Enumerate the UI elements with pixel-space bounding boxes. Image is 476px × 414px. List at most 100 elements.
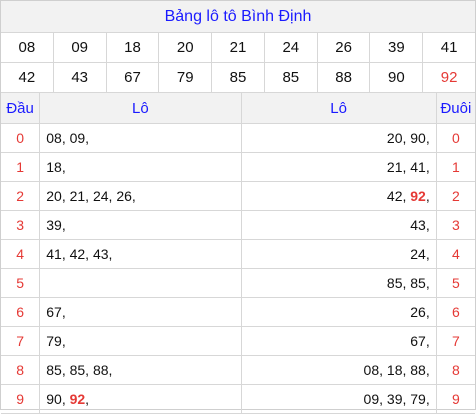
number-row: 08 09 18 20 21 24 26 39 41 xyxy=(1,33,475,63)
duoi-lo-list: 85, 85, xyxy=(241,268,437,298)
lo-number: 24 xyxy=(92,188,109,204)
lo-number: 90 xyxy=(46,391,62,407)
dau-digit: 8 xyxy=(1,355,41,385)
prize-number-grid: 08 09 18 20 21 24 26 39 41 42 43 67 79 85 85 88 90 92 xyxy=(1,33,475,93)
lo-number: 67 xyxy=(410,333,426,349)
lo-number: 18 xyxy=(386,362,403,378)
lo-number: 24 xyxy=(410,246,426,262)
dau-lo-list: 08, 09, xyxy=(39,123,242,153)
lo-number: 85 xyxy=(46,362,62,378)
lo-number: 79 xyxy=(410,391,426,407)
dau-lo-list xyxy=(39,268,242,298)
dau-digit: 7 xyxy=(1,326,41,356)
lo-number: 21 xyxy=(69,188,86,204)
dau-digit: 5 xyxy=(1,268,41,298)
number-cell: 21 xyxy=(212,33,265,62)
lo-number: 41 xyxy=(410,159,426,175)
loto-row: 6 67, 26, 6 xyxy=(1,297,475,327)
lo-number: 43 xyxy=(410,217,426,233)
duoi-lo-list: 08, 18, 88, xyxy=(241,355,437,385)
duoi-lo-list: 21, 41, xyxy=(241,152,437,182)
number-cell: 24 xyxy=(265,33,318,62)
lo-number: 20 xyxy=(386,130,403,146)
duoi-lo-list: 09, 39, 79, xyxy=(241,384,437,414)
lo-number: 20 xyxy=(46,188,62,204)
lo-number: 39 xyxy=(386,391,403,407)
duoi-lo-list: 43, xyxy=(241,210,437,240)
number-cell: 67 xyxy=(107,63,160,92)
number-cell: 39 xyxy=(370,33,424,62)
dau-digit: 2 xyxy=(1,181,41,211)
number-cell: 43 xyxy=(54,63,107,92)
number-row: 42 43 67 79 85 85 88 90 92 xyxy=(1,63,475,93)
dau-digit: 3 xyxy=(1,210,41,240)
dau-digit: 4 xyxy=(1,239,41,269)
dau-digit: 0 xyxy=(1,123,41,153)
header-lo-right: Lô xyxy=(241,93,437,124)
lo-number: 90 xyxy=(410,130,426,146)
duoi-digit: 5 xyxy=(436,268,475,298)
dau-lo-list: 67, xyxy=(39,297,242,327)
number-cell: 79 xyxy=(159,63,213,92)
duoi-digit: 1 xyxy=(436,152,475,182)
dau-lo-list: 41, 42, 43, xyxy=(39,239,242,269)
dau-lo-list: 79, xyxy=(39,326,242,356)
lo-number: 85 xyxy=(386,275,403,291)
lo-number: 08 xyxy=(363,362,380,378)
lo-number: 08 xyxy=(46,130,62,146)
duoi-digit: 9 xyxy=(436,384,475,414)
number-cell: 90 xyxy=(370,63,424,92)
duoi-lo-list: 67, xyxy=(241,326,437,356)
lo-number: 42 xyxy=(69,246,86,262)
duoi-digit: 0 xyxy=(436,123,475,153)
lo-number: 88 xyxy=(410,362,426,378)
duoi-lo-list: 26, xyxy=(241,297,437,327)
loto-row: 0 08, 09, 20, 90, 0 xyxy=(1,123,475,153)
dau-digit: 1 xyxy=(1,152,41,182)
lo-number: 39 xyxy=(46,217,62,233)
number-cell: 09 xyxy=(54,33,107,62)
lo-number: 92 xyxy=(410,188,426,204)
duoi-lo-list: 24, xyxy=(241,239,437,269)
lo-number: 09 xyxy=(363,391,380,407)
number-cell: 18 xyxy=(107,33,160,62)
header-dau: Đầu xyxy=(1,93,41,124)
lo-number: 09 xyxy=(69,130,86,146)
loto-row: 1 18, 21, 41, 1 xyxy=(1,152,475,182)
lo-number: 85 xyxy=(69,362,86,378)
loto-row: 2 20, 21, 24, 26, 42, 92, 2 xyxy=(1,181,475,211)
number-cell: 42 xyxy=(1,63,54,92)
board-title: Bảng lô tô Bình Định xyxy=(1,1,475,33)
dau-lo-list: 39, xyxy=(39,210,242,240)
loto-table-header: Đầu Lô Lô Đuôi xyxy=(1,93,475,124)
duoi-digit: 7 xyxy=(436,326,475,356)
lo-number: 92 xyxy=(69,391,86,407)
lo-number: 41 xyxy=(46,246,62,262)
loto-row: 7 79, 67, 7 xyxy=(1,326,475,356)
lo-number: 42 xyxy=(386,188,403,204)
header-lo-left: Lô xyxy=(39,93,242,124)
loto-row: 4 41, 42, 43, 24, 4 xyxy=(1,239,475,269)
header-duoi: Đuôi xyxy=(436,93,475,124)
number-cell: 41 xyxy=(440,39,458,56)
duoi-lo-list: 42, 92, xyxy=(241,181,437,211)
number-cell: 08 xyxy=(1,33,54,62)
lo-number: 79 xyxy=(46,333,62,349)
duoi-digit: 6 xyxy=(436,297,475,327)
lo-number: 67 xyxy=(46,304,62,320)
dau-digit: 6 xyxy=(1,297,41,327)
lo-number: 88 xyxy=(92,362,109,378)
duoi-digit: 8 xyxy=(436,355,475,385)
loto-row: 9 90, 92, 09, 39, 79, 9 xyxy=(1,384,475,414)
lo-number: 43 xyxy=(92,246,109,262)
dau-lo-list: 90, 92, xyxy=(39,384,242,414)
loto-row: 8 85, 85, 88, 08, 18, 88, 8 xyxy=(1,355,475,385)
number-cell: 85 xyxy=(212,63,265,92)
duoi-digit: 3 xyxy=(436,210,475,240)
lo-number: 21 xyxy=(386,159,403,175)
number-cell: 26 xyxy=(318,33,371,62)
dau-lo-list: 85, 85, 88, xyxy=(39,355,242,385)
lo-number: 18 xyxy=(46,159,62,175)
dau-digit: 9 xyxy=(1,384,41,414)
